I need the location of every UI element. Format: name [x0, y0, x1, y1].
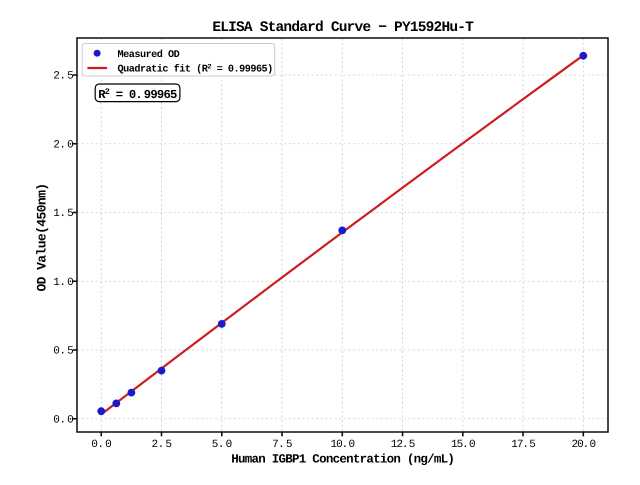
svg-text:2.5: 2. 5 [152, 439, 172, 451]
svg-text:7.5: 7. 5 [272, 439, 292, 451]
svg-text:20.0: 20.0 [571, 439, 595, 451]
svg-text:R2 = 0.99965: R2 = 0. 99965 [98, 87, 177, 102]
svg-text:5.0: 5. 0 [212, 439, 232, 451]
svg-text:10.0: 10.0 [330, 439, 354, 451]
svg-text:Human IGBP1 Concentration (ng/: Human IGBP1 Concentration (ng/mL) [231, 453, 454, 467]
svg-text:0.0: 0. 0 [53, 414, 73, 426]
svg-text:1.5: 1. 5 [53, 208, 73, 220]
svg-text:Measured OD: Measured OD [118, 49, 180, 61]
svg-text:0.0: 0. 0 [91, 439, 111, 451]
svg-text:2.5: 2. 5 [53, 71, 73, 83]
svg-text:OD Value(450nm): OD Value(450nm) [35, 183, 50, 291]
svg-text:ELISA Standard Curve − PY1592H: ELISA Standard Curve − PY1592Hu-T [212, 20, 474, 36]
svg-text:0.5: 0. 5 [53, 346, 73, 358]
svg-text:Quadratic fit (R2 = 0.99965): Quadratic fit (R2 = 0.99965) [118, 64, 273, 76]
svg-text:17.5: 17.5 [511, 439, 535, 451]
svg-text:1.0: 1. 0 [53, 277, 73, 289]
svg-text:2.0: 2. 0 [53, 139, 73, 151]
svg-text:15.0: 15.0 [451, 439, 475, 451]
svg-text:12.5: 12.5 [391, 439, 415, 451]
